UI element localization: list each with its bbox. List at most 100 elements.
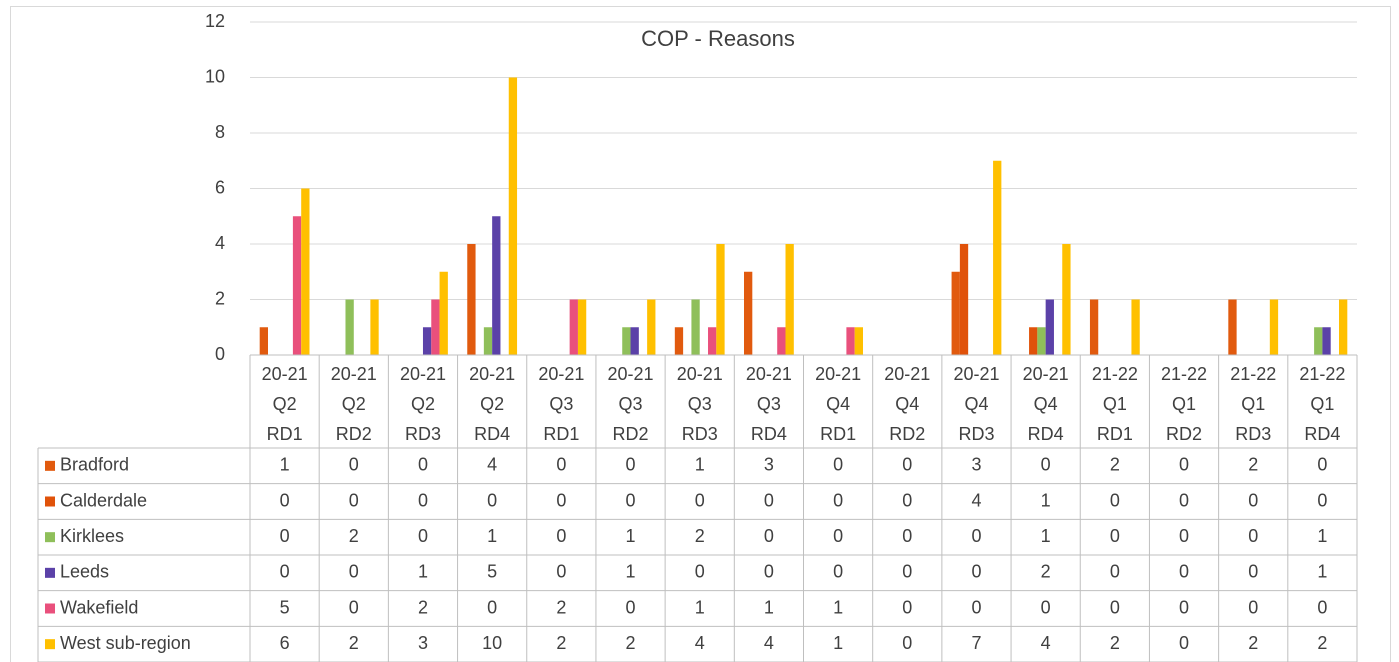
bar <box>1045 299 1054 355</box>
legend-label: Kirklees <box>60 526 124 546</box>
bar <box>1062 244 1071 355</box>
table-value: 1 <box>1041 526 1051 546</box>
bar <box>345 299 354 355</box>
table-value: 4 <box>764 633 774 653</box>
table-value: 0 <box>971 597 981 617</box>
legend-key <box>45 603 55 614</box>
x-tick-label: 20-21 <box>608 364 654 384</box>
table-value: 0 <box>1110 597 1120 617</box>
table-value: 0 <box>1179 562 1189 582</box>
bar <box>259 327 268 355</box>
x-tick-label: 20-21 <box>538 364 584 384</box>
table-value: 0 <box>833 455 843 475</box>
bar <box>1322 327 1331 355</box>
table-value: 1 <box>833 597 843 617</box>
x-tick-label: RD2 <box>613 424 649 444</box>
x-tick-label: 20-21 <box>400 364 446 384</box>
table-value: 0 <box>1248 526 1258 546</box>
y-tick-label: 0 <box>215 344 225 364</box>
table-value: 0 <box>626 455 636 475</box>
table-value: 1 <box>626 562 636 582</box>
x-tick-label: RD4 <box>1304 424 1340 444</box>
table-value: 0 <box>1110 526 1120 546</box>
bar <box>431 299 440 355</box>
table-value: 0 <box>556 526 566 546</box>
table-value: 0 <box>902 562 912 582</box>
x-tick-label: 20-21 <box>1023 364 1069 384</box>
x-tick-label: RD1 <box>543 424 579 444</box>
x-tick-label: Q1 <box>1241 394 1265 414</box>
legend-label: West sub-region <box>60 633 191 653</box>
table-value: 2 <box>556 597 566 617</box>
table-value: 0 <box>1110 562 1120 582</box>
bar <box>483 327 493 355</box>
bar <box>292 216 302 355</box>
bar <box>622 327 631 355</box>
table-value: 1 <box>1317 526 1327 546</box>
table-value: 0 <box>764 562 774 582</box>
bar <box>508 77 518 355</box>
y-tick-label: 10 <box>205 66 225 86</box>
table-value: 0 <box>1179 633 1189 653</box>
bar <box>785 244 794 355</box>
x-tick-label: 21-22 <box>1230 364 1276 384</box>
table-value: 2 <box>1248 633 1258 653</box>
x-tick-label: Q2 <box>480 394 504 414</box>
bar <box>1228 299 1237 355</box>
table-value: 4 <box>1041 633 1051 653</box>
bar <box>1029 327 1038 355</box>
table-value: 1 <box>695 455 705 475</box>
table-value: 2 <box>1317 633 1327 653</box>
legend-key <box>45 532 55 543</box>
x-tick-label: Q4 <box>826 394 850 414</box>
x-tick-label: RD4 <box>1028 424 1064 444</box>
table-value: 0 <box>1317 597 1327 617</box>
x-tick-label: 20-21 <box>953 364 999 384</box>
table-value: 0 <box>764 526 774 546</box>
table-value: 4 <box>487 455 497 475</box>
legend-label: Wakefield <box>60 597 138 617</box>
table-value: 5 <box>487 562 497 582</box>
table-value: 0 <box>1179 597 1189 617</box>
x-tick-label: Q2 <box>342 394 366 414</box>
table-value: 0 <box>280 526 290 546</box>
bar <box>577 299 587 355</box>
table-value: 7 <box>971 633 981 653</box>
x-tick-label: Q4 <box>964 394 988 414</box>
table-value: 6 <box>280 633 290 653</box>
table-value: 1 <box>833 633 843 653</box>
table-value: 0 <box>902 490 912 510</box>
table-value: 0 <box>1041 597 1051 617</box>
table-value: 2 <box>1248 455 1258 475</box>
table-value: 0 <box>280 562 290 582</box>
bar <box>993 160 1002 355</box>
table-value: 0 <box>1041 455 1051 475</box>
bar <box>1269 299 1279 355</box>
table-value: 0 <box>1317 455 1327 475</box>
bar <box>691 299 700 355</box>
legend-key <box>45 496 55 507</box>
y-tick-label: 4 <box>215 233 225 253</box>
x-tick-label: Q1 <box>1172 394 1196 414</box>
table-value: 0 <box>971 562 981 582</box>
table-value: 0 <box>349 597 359 617</box>
x-tick-label: RD1 <box>1097 424 1133 444</box>
bar <box>674 327 684 355</box>
x-tick-label: 20-21 <box>331 364 377 384</box>
x-tick-label: RD4 <box>751 424 787 444</box>
legend-label: Calderdale <box>60 490 147 510</box>
y-tick-label: 2 <box>215 288 225 308</box>
x-tick-label: Q2 <box>411 394 435 414</box>
table-value: 0 <box>971 526 981 546</box>
bar <box>647 299 656 355</box>
table-value: 0 <box>1179 526 1189 546</box>
bar <box>492 216 501 355</box>
bar <box>951 271 960 355</box>
x-tick-label: RD1 <box>820 424 856 444</box>
table-value: 1 <box>1317 562 1327 582</box>
table-value: 3 <box>971 455 981 475</box>
table-value: 4 <box>695 633 705 653</box>
table-value: 0 <box>695 490 705 510</box>
table-value: 0 <box>556 490 566 510</box>
